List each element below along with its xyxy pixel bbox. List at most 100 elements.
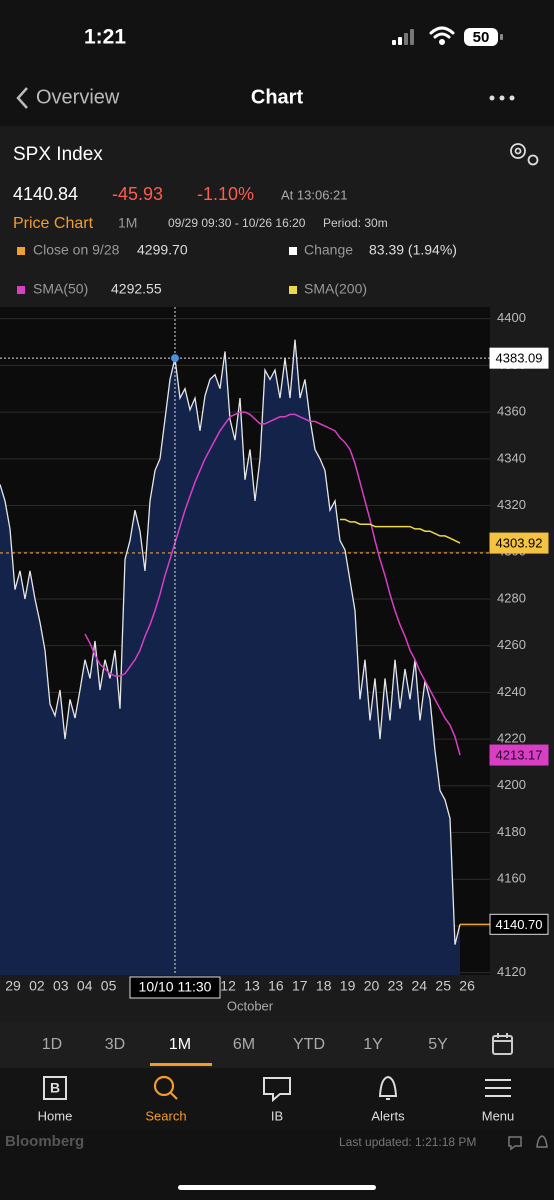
tab-label[interactable]: Home <box>38 1108 73 1123</box>
last-price-box <box>489 913 549 935</box>
signal-icon <box>392 29 414 45</box>
crosshair-value-box <box>489 347 549 369</box>
period-button[interactable]: YTD <box>293 1036 325 1053</box>
legend-value: 4292.55 <box>111 281 162 297</box>
x-tick-label: 16 <box>268 978 284 994</box>
y-tick-label: 4180 <box>497 824 526 839</box>
tab-label[interactable]: Menu <box>482 1108 515 1123</box>
legend-value: 4299.70 <box>137 242 188 258</box>
x-tick-label: 23 <box>388 978 404 994</box>
x-tick-label: 20 <box>364 978 380 994</box>
y-tick-label: 4160 <box>497 871 526 886</box>
y-tick-label: 4360 <box>497 404 526 419</box>
tab-label[interactable]: Search <box>145 1108 186 1123</box>
legend-label: SMA(200) <box>304 281 367 297</box>
x-axis-label: October <box>227 998 274 1013</box>
legend-value: 83.39 (1.94%) <box>369 242 457 258</box>
chat-icon[interactable] <box>508 1136 522 1151</box>
period-bar <box>0 1022 554 1068</box>
period-button[interactable]: 3D <box>105 1036 125 1053</box>
alerts-icon[interactable] <box>378 1075 398 1100</box>
status-time: 1:21 <box>84 26 126 49</box>
x-tick-label: 12 <box>220 978 236 994</box>
last-price: 4140.84 <box>13 184 78 204</box>
y-tick-label: 4200 <box>497 777 526 792</box>
crosshair-value-label: 4383.09 <box>496 351 543 366</box>
x-tick-label: 18 <box>316 978 332 994</box>
x-tick-label: 04 <box>77 978 93 994</box>
price-area <box>0 339 460 975</box>
x-tick-label: 05 <box>101 978 117 994</box>
x-tick-label: 02 <box>29 978 45 994</box>
settings-icon[interactable] <box>510 143 539 166</box>
period-selector: 1D 3D 1M 6M YTD 1Y 5Y <box>42 1036 448 1053</box>
period-button[interactable]: 1D <box>42 1036 62 1053</box>
crosshair-x-box <box>129 976 221 999</box>
period-button[interactable]: 6M <box>233 1036 255 1053</box>
crosshair-point <box>171 354 179 363</box>
battery-tip <box>500 34 503 40</box>
period-underline <box>150 1063 212 1066</box>
x-tick-label: 25 <box>435 978 451 994</box>
y-tick-label: 4120 <box>497 964 526 979</box>
search-icon[interactable] <box>153 1075 178 1100</box>
back-chevron[interactable] <box>16 87 28 109</box>
x-tick-label: 26 <box>459 978 475 994</box>
battery-icon <box>464 28 498 46</box>
x-tick-label: 19 <box>340 978 356 994</box>
tab-label[interactable]: Alerts <box>371 1108 405 1123</box>
chart-label: Price Chart <box>13 215 94 232</box>
quote-time: At 13:06:21 <box>281 187 348 202</box>
y-tick-label: 4400 <box>497 310 526 325</box>
period-button[interactable]: 1M <box>169 1036 191 1053</box>
date-range: 09/29 09:30 - 10/26 16:20 <box>168 216 306 230</box>
legend-swatch <box>289 286 297 294</box>
back-button[interactable]: Overview <box>36 86 120 108</box>
series-line <box>0 339 461 945</box>
bell-icon[interactable] <box>536 1135 548 1148</box>
x-tick-label: 29 <box>5 978 21 994</box>
period-button[interactable]: 1Y <box>363 1036 383 1053</box>
period-button[interactable]: 5Y <box>428 1036 448 1053</box>
y-tick-label: 4320 <box>497 497 526 512</box>
sma50-end-label: 4213.17 <box>496 747 543 762</box>
series-line <box>340 518 461 544</box>
net-change: -45.93 <box>112 184 163 204</box>
x-tick-label: 13 <box>244 978 260 994</box>
series-line <box>84 411 461 756</box>
period-label: Period: 30m <box>323 216 388 230</box>
sma50-end-box <box>489 744 549 766</box>
sma200-end-label: 4303.92 <box>496 536 543 551</box>
home-indicator <box>178 1185 376 1190</box>
y-tick-label: 4260 <box>497 637 526 652</box>
legend-swatch <box>17 247 25 255</box>
legend-swatch <box>289 247 297 255</box>
crosshair-x-label: 10/10 11:30 <box>139 979 212 995</box>
nav-title: Chart <box>251 86 304 108</box>
legend-swatch <box>17 286 25 294</box>
wifi-icon <box>429 26 455 45</box>
ib-icon[interactable] <box>263 1077 291 1103</box>
calendar-button[interactable] <box>492 1033 513 1055</box>
last-price-label: 4140.70 <box>496 917 543 932</box>
battery-level: 50 <box>473 29 490 46</box>
y-tick-label: 4340 <box>497 450 526 465</box>
legend-label: Close on 9/28 <box>33 242 120 258</box>
pct-change: -1.10% <box>197 184 254 204</box>
menu-icon[interactable] <box>485 1079 511 1097</box>
y-tick-label: 4220 <box>497 731 526 746</box>
legend-label: SMA(50) <box>33 281 88 297</box>
more-button[interactable] <box>489 95 515 101</box>
home-icon-letter: B <box>50 1080 60 1096</box>
brand: Bloomberg <box>5 1133 84 1150</box>
range-label: 1M <box>118 215 137 231</box>
sma200-end-box <box>489 532 549 554</box>
x-tick-label: 24 <box>412 978 428 994</box>
home-icon[interactable] <box>43 1076 67 1100</box>
x-tick-label: 17 <box>292 978 308 994</box>
legend-label: Change <box>304 242 353 258</box>
x-tick-label: 03 <box>53 978 69 994</box>
tab-label[interactable]: IB <box>271 1108 283 1123</box>
y-tick-label: 4280 <box>497 590 526 605</box>
